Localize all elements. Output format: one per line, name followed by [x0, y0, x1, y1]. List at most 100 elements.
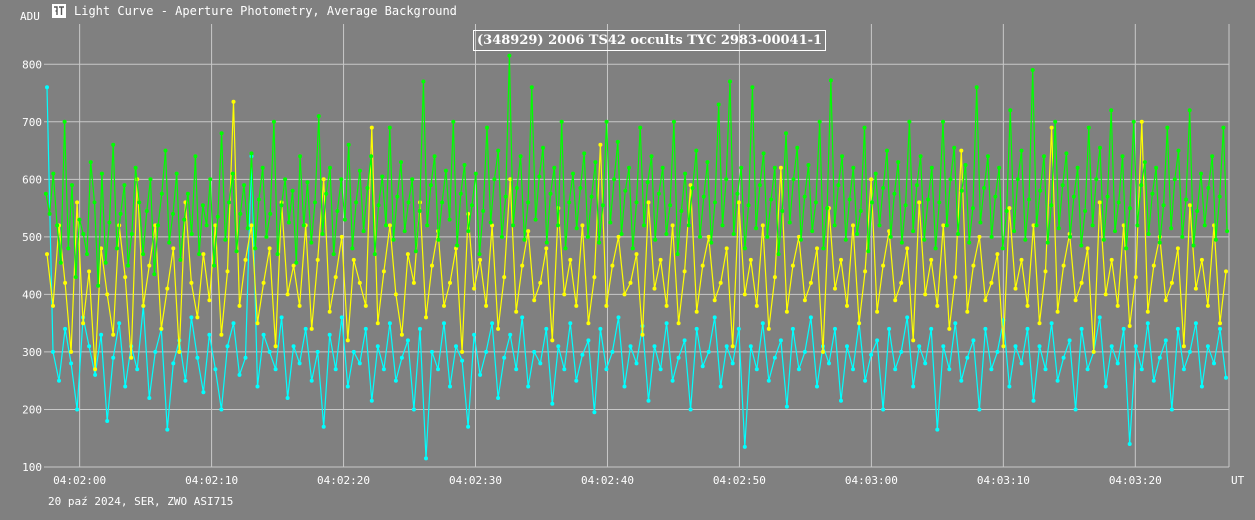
data-point [1097, 315, 1102, 320]
data-point [754, 226, 759, 231]
data-point [147, 396, 152, 400]
data-point [77, 217, 82, 222]
data-point [1031, 398, 1036, 403]
data-point [447, 217, 452, 222]
data-point [1109, 108, 1114, 113]
data-point [485, 125, 489, 130]
data-point [351, 349, 356, 354]
data-point [616, 234, 621, 239]
data-point [660, 165, 665, 170]
data-point [1151, 378, 1156, 383]
x-tick-label: 04:02:50 [713, 474, 766, 487]
data-point [171, 246, 176, 251]
data-point [315, 257, 320, 262]
data-point [608, 220, 613, 225]
data-point [810, 229, 815, 234]
data-point [580, 352, 585, 357]
data-point [261, 332, 266, 337]
data-point [507, 53, 512, 58]
data-point [249, 151, 254, 156]
data-point [1199, 384, 1204, 389]
data-point [586, 321, 591, 326]
data-point [351, 257, 356, 262]
data-point [959, 188, 964, 193]
data-point [776, 252, 781, 257]
data-point [1180, 234, 1185, 239]
data-point [393, 378, 398, 383]
data-point [346, 142, 351, 147]
data-point [1157, 240, 1162, 245]
data-point [472, 332, 477, 337]
data-point [1013, 344, 1018, 349]
data-point [63, 326, 68, 331]
data-point [488, 220, 493, 225]
data-point [935, 427, 940, 432]
data-point [380, 174, 385, 179]
data-point [369, 398, 374, 403]
data-point [1034, 223, 1039, 228]
data-point [688, 183, 693, 188]
data-point [1071, 194, 1076, 199]
data-point [574, 226, 579, 231]
data-point [387, 223, 392, 228]
data-point [473, 171, 478, 176]
data-point [1067, 338, 1072, 343]
data-point [333, 275, 338, 280]
data-point [350, 246, 355, 251]
data-point [177, 349, 182, 354]
data-point [223, 237, 228, 242]
data-point [664, 321, 669, 326]
data-point [911, 229, 916, 234]
data-point [604, 303, 609, 308]
data-point [598, 326, 603, 331]
data-point [616, 315, 621, 320]
data-point [903, 203, 908, 208]
data-point [724, 177, 729, 182]
data-point [320, 232, 325, 236]
data-point [1085, 246, 1090, 251]
data-point [1103, 292, 1108, 297]
data-point [399, 160, 403, 165]
y-tick-label: 400 [22, 288, 42, 301]
data-point [490, 321, 495, 326]
data-point [448, 384, 452, 389]
data-point [174, 171, 179, 176]
data-point [66, 246, 71, 251]
data-point [286, 220, 291, 225]
data-point [808, 315, 813, 320]
data-point [1151, 263, 1156, 268]
data-point [675, 252, 680, 257]
data-point [1109, 257, 1114, 262]
data-point [593, 160, 598, 165]
data-point [333, 367, 338, 372]
data-point [688, 407, 693, 412]
data-point [1176, 148, 1181, 153]
data-point [1053, 119, 1058, 124]
data-point [529, 85, 534, 90]
data-point [70, 183, 74, 188]
data-point [728, 79, 732, 84]
data-point [784, 309, 789, 314]
data-point [123, 275, 128, 280]
data-point [664, 303, 669, 308]
data-point [989, 280, 994, 285]
data-point [1090, 223, 1095, 228]
data-point [772, 355, 777, 360]
series-2 [45, 85, 1228, 461]
data-point [372, 252, 377, 257]
data-point [462, 163, 467, 167]
y-tick-label: 300 [22, 346, 42, 359]
y-tick-label: 500 [22, 231, 42, 244]
data-point [69, 361, 74, 366]
data-point [309, 240, 314, 245]
data-point [511, 223, 516, 228]
data-point [574, 378, 579, 383]
data-point [1030, 68, 1035, 72]
data-point [440, 200, 445, 205]
data-point [87, 344, 92, 349]
data-point [615, 139, 620, 144]
data-point [821, 246, 826, 251]
data-point [273, 344, 278, 349]
data-point [630, 246, 635, 251]
data-point [1205, 303, 1210, 308]
